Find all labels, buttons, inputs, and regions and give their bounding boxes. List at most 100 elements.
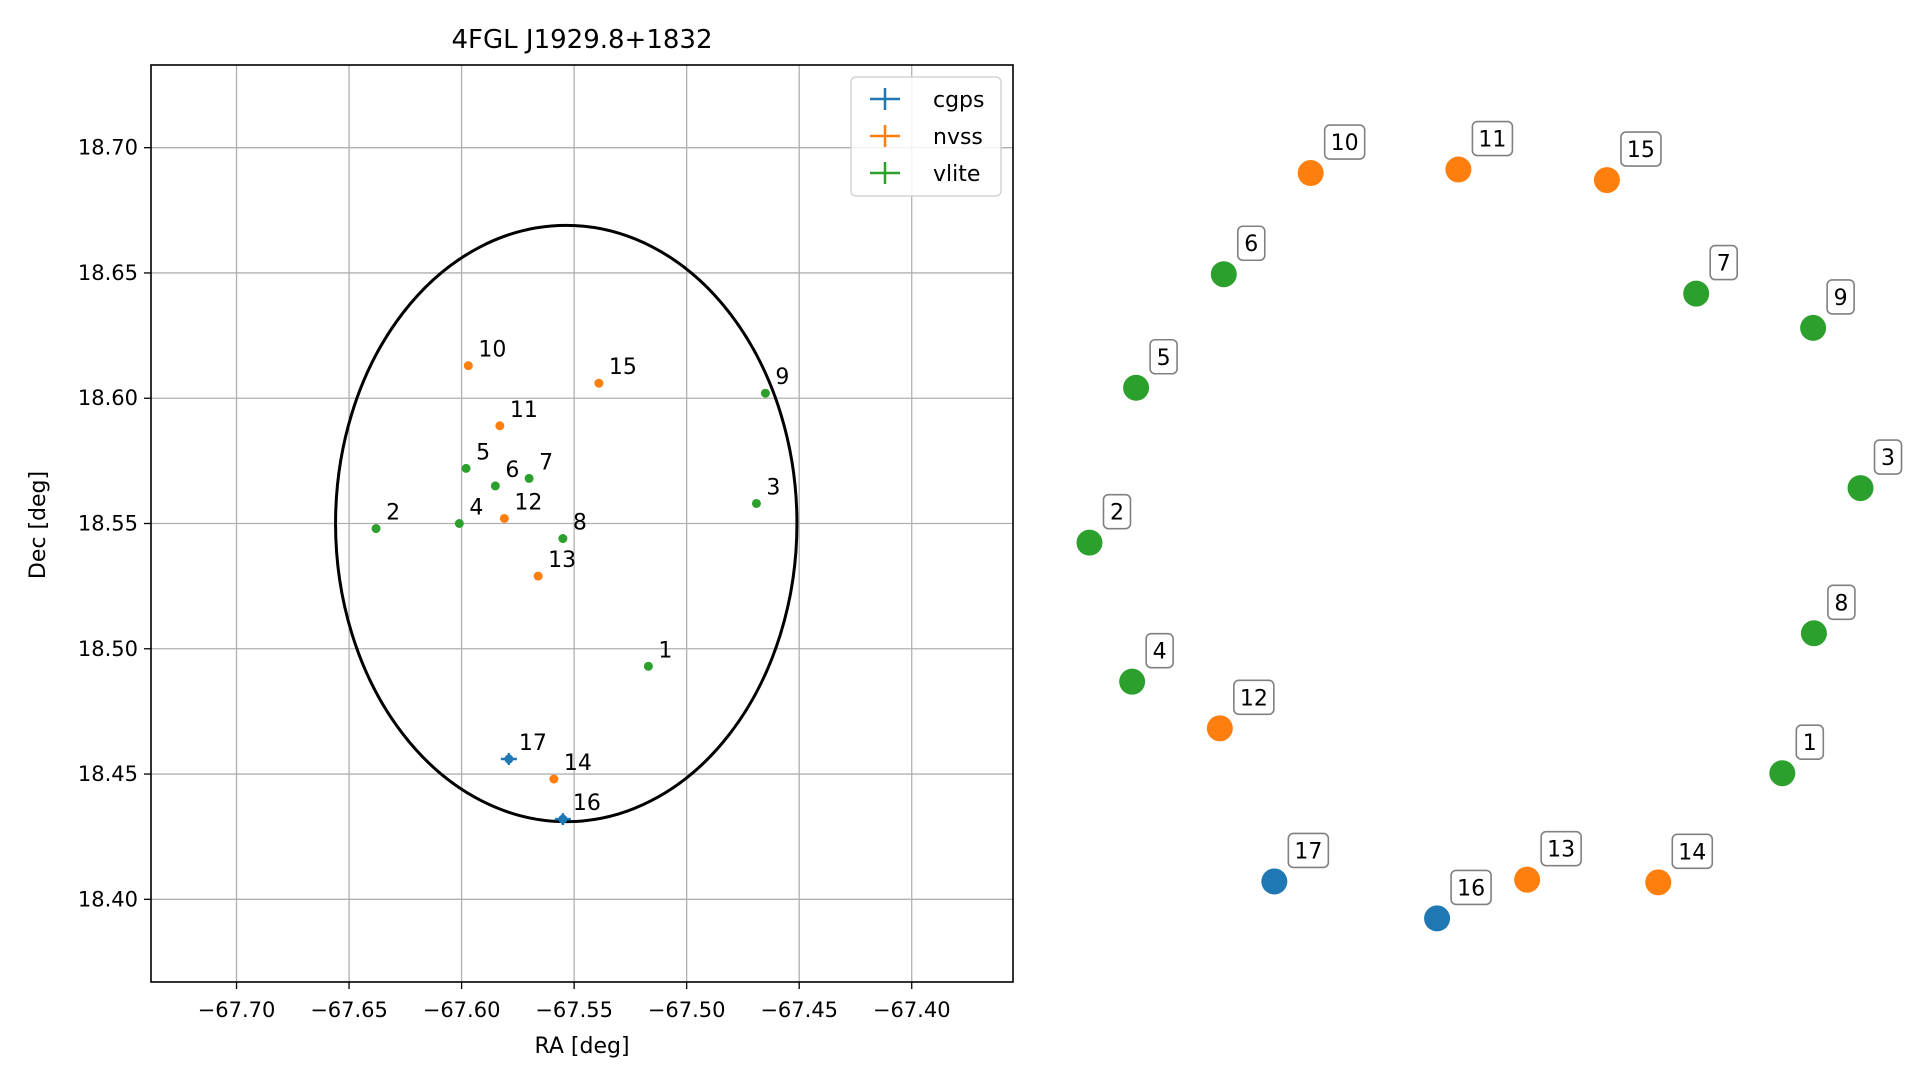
point-marker [461,463,471,473]
label-map-box [1236,225,1266,262]
label-map-marker [1847,475,1874,502]
point-marker [495,421,505,431]
source-point-vlite-5: 5 [461,440,490,473]
label-map-text: 5 [1157,346,1171,371]
source-point-vlite-7: 7 [524,450,553,483]
label-map-box [1671,833,1714,870]
source-point-vlite-3: 3 [751,475,780,508]
label-map-text: 10 [1331,131,1359,156]
source-point-cgps-16: 16 [554,791,601,826]
point-label: 4 [469,496,483,521]
point-marker [524,473,534,483]
label-map-text: 13 [1547,838,1575,863]
source-point-nvss-12: 12 [499,490,542,523]
legend-label: vlite [933,162,980,187]
label-map-marker [1800,620,1827,647]
label-map-text: 3 [1881,446,1895,471]
label-map-text: 6 [1244,232,1258,257]
label-map-marker [1297,160,1324,187]
legend-label: cgps [933,88,985,113]
label-map-point-11: 11 [1445,120,1514,183]
label-map-text: 8 [1834,591,1848,616]
y-tick-label: 18.55 [78,512,138,536]
label-map-point-4: 4 [1119,632,1174,695]
label-map-point-6: 6 [1210,225,1266,288]
legend-entry-cgps: cgps [870,88,985,113]
label-map-marker [1076,529,1103,556]
label-map-marker [1645,869,1672,896]
label-map-marker [1206,715,1233,742]
label-map-point-13: 13 [1514,830,1582,893]
source-point-vlite-1: 1 [643,638,672,671]
point-label: 15 [609,355,637,380]
point-marker [490,481,500,491]
plot-frame [150,64,1014,983]
label-map-text: 16 [1457,876,1485,901]
y-axis-label: Dec [deg] [26,471,51,579]
point-marker [533,571,543,581]
label-map-box [1287,832,1330,869]
label-map-marker [1769,760,1796,787]
label-map-box [1540,830,1582,867]
label-map-marker [1593,167,1620,194]
legend: cgps nvss vlite [850,76,1002,197]
label-map-text: 9 [1834,286,1848,311]
label-map-box [1826,279,1855,315]
x-tick-label: −67.65 [310,998,388,1022]
label-map-text: 17 [1294,839,1322,864]
point-marker [504,754,514,764]
point-label: 2 [386,501,400,526]
label-map-marker [1119,668,1146,695]
label-map-marker [1424,905,1451,932]
point-label: 9 [775,365,789,390]
y-tick-label: 18.60 [78,386,138,410]
label-map-box [1149,338,1178,375]
label-map-point-10: 10 [1297,124,1366,187]
x-axis-label: RA [deg] [534,1034,629,1059]
label-map-box [1233,679,1275,716]
label-map-box [1620,131,1662,167]
source-point-nvss-15: 15 [594,355,637,388]
label-map-box [1795,724,1825,761]
label-map-point-5: 5 [1123,338,1178,401]
point-marker [558,814,568,824]
label-map-box [1873,439,1903,475]
point-label: 7 [539,450,553,475]
label-map-point-1: 1 [1769,724,1825,787]
point-label: 10 [478,338,506,363]
y-tick-label: 18.70 [78,136,138,160]
legend-label: nvss [933,125,983,150]
label-map-point-15: 15 [1593,131,1662,194]
label-map-marker [1683,280,1710,307]
label-map-marker [1800,314,1827,341]
legend-entry-vlite: vlite [870,162,980,187]
axis-ticks: −67.70 −67.65 −67.60 −67.55 −67.50 −67.45 −67.… [78,136,951,1022]
y-tick-label: 18.50 [78,637,138,661]
point-label: 8 [573,511,587,536]
source-point-nvss-14: 14 [549,751,592,784]
point-label: 13 [548,548,576,573]
label-map-point-14: 14 [1645,833,1714,896]
label-map-box [1323,124,1366,160]
label-map-text: 15 [1627,138,1655,163]
label-map-point-7: 7 [1683,244,1738,307]
source-point-vlite-8: 8 [558,511,587,544]
label-map-box [1827,584,1856,621]
point-label: 1 [658,638,672,663]
source-point-vlite-2: 2 [371,501,400,534]
point-marker [751,498,761,508]
label-map-text: 2 [1110,501,1124,526]
label-map-point-12: 12 [1206,679,1275,742]
source-point-cgps-17: 17 [500,731,547,766]
label-map-marker [1514,866,1541,893]
x-tick-label: −67.55 [535,998,613,1022]
source-point-vlite-9: 9 [760,365,789,398]
source-point-vlite-4: 4 [454,496,483,528]
y-tick-label: 18.45 [78,762,138,786]
point-marker [499,513,509,523]
y-tick-label: 18.40 [78,887,138,911]
label-map-box [1709,244,1738,281]
source-point-vlite-6: 6 [490,458,519,491]
